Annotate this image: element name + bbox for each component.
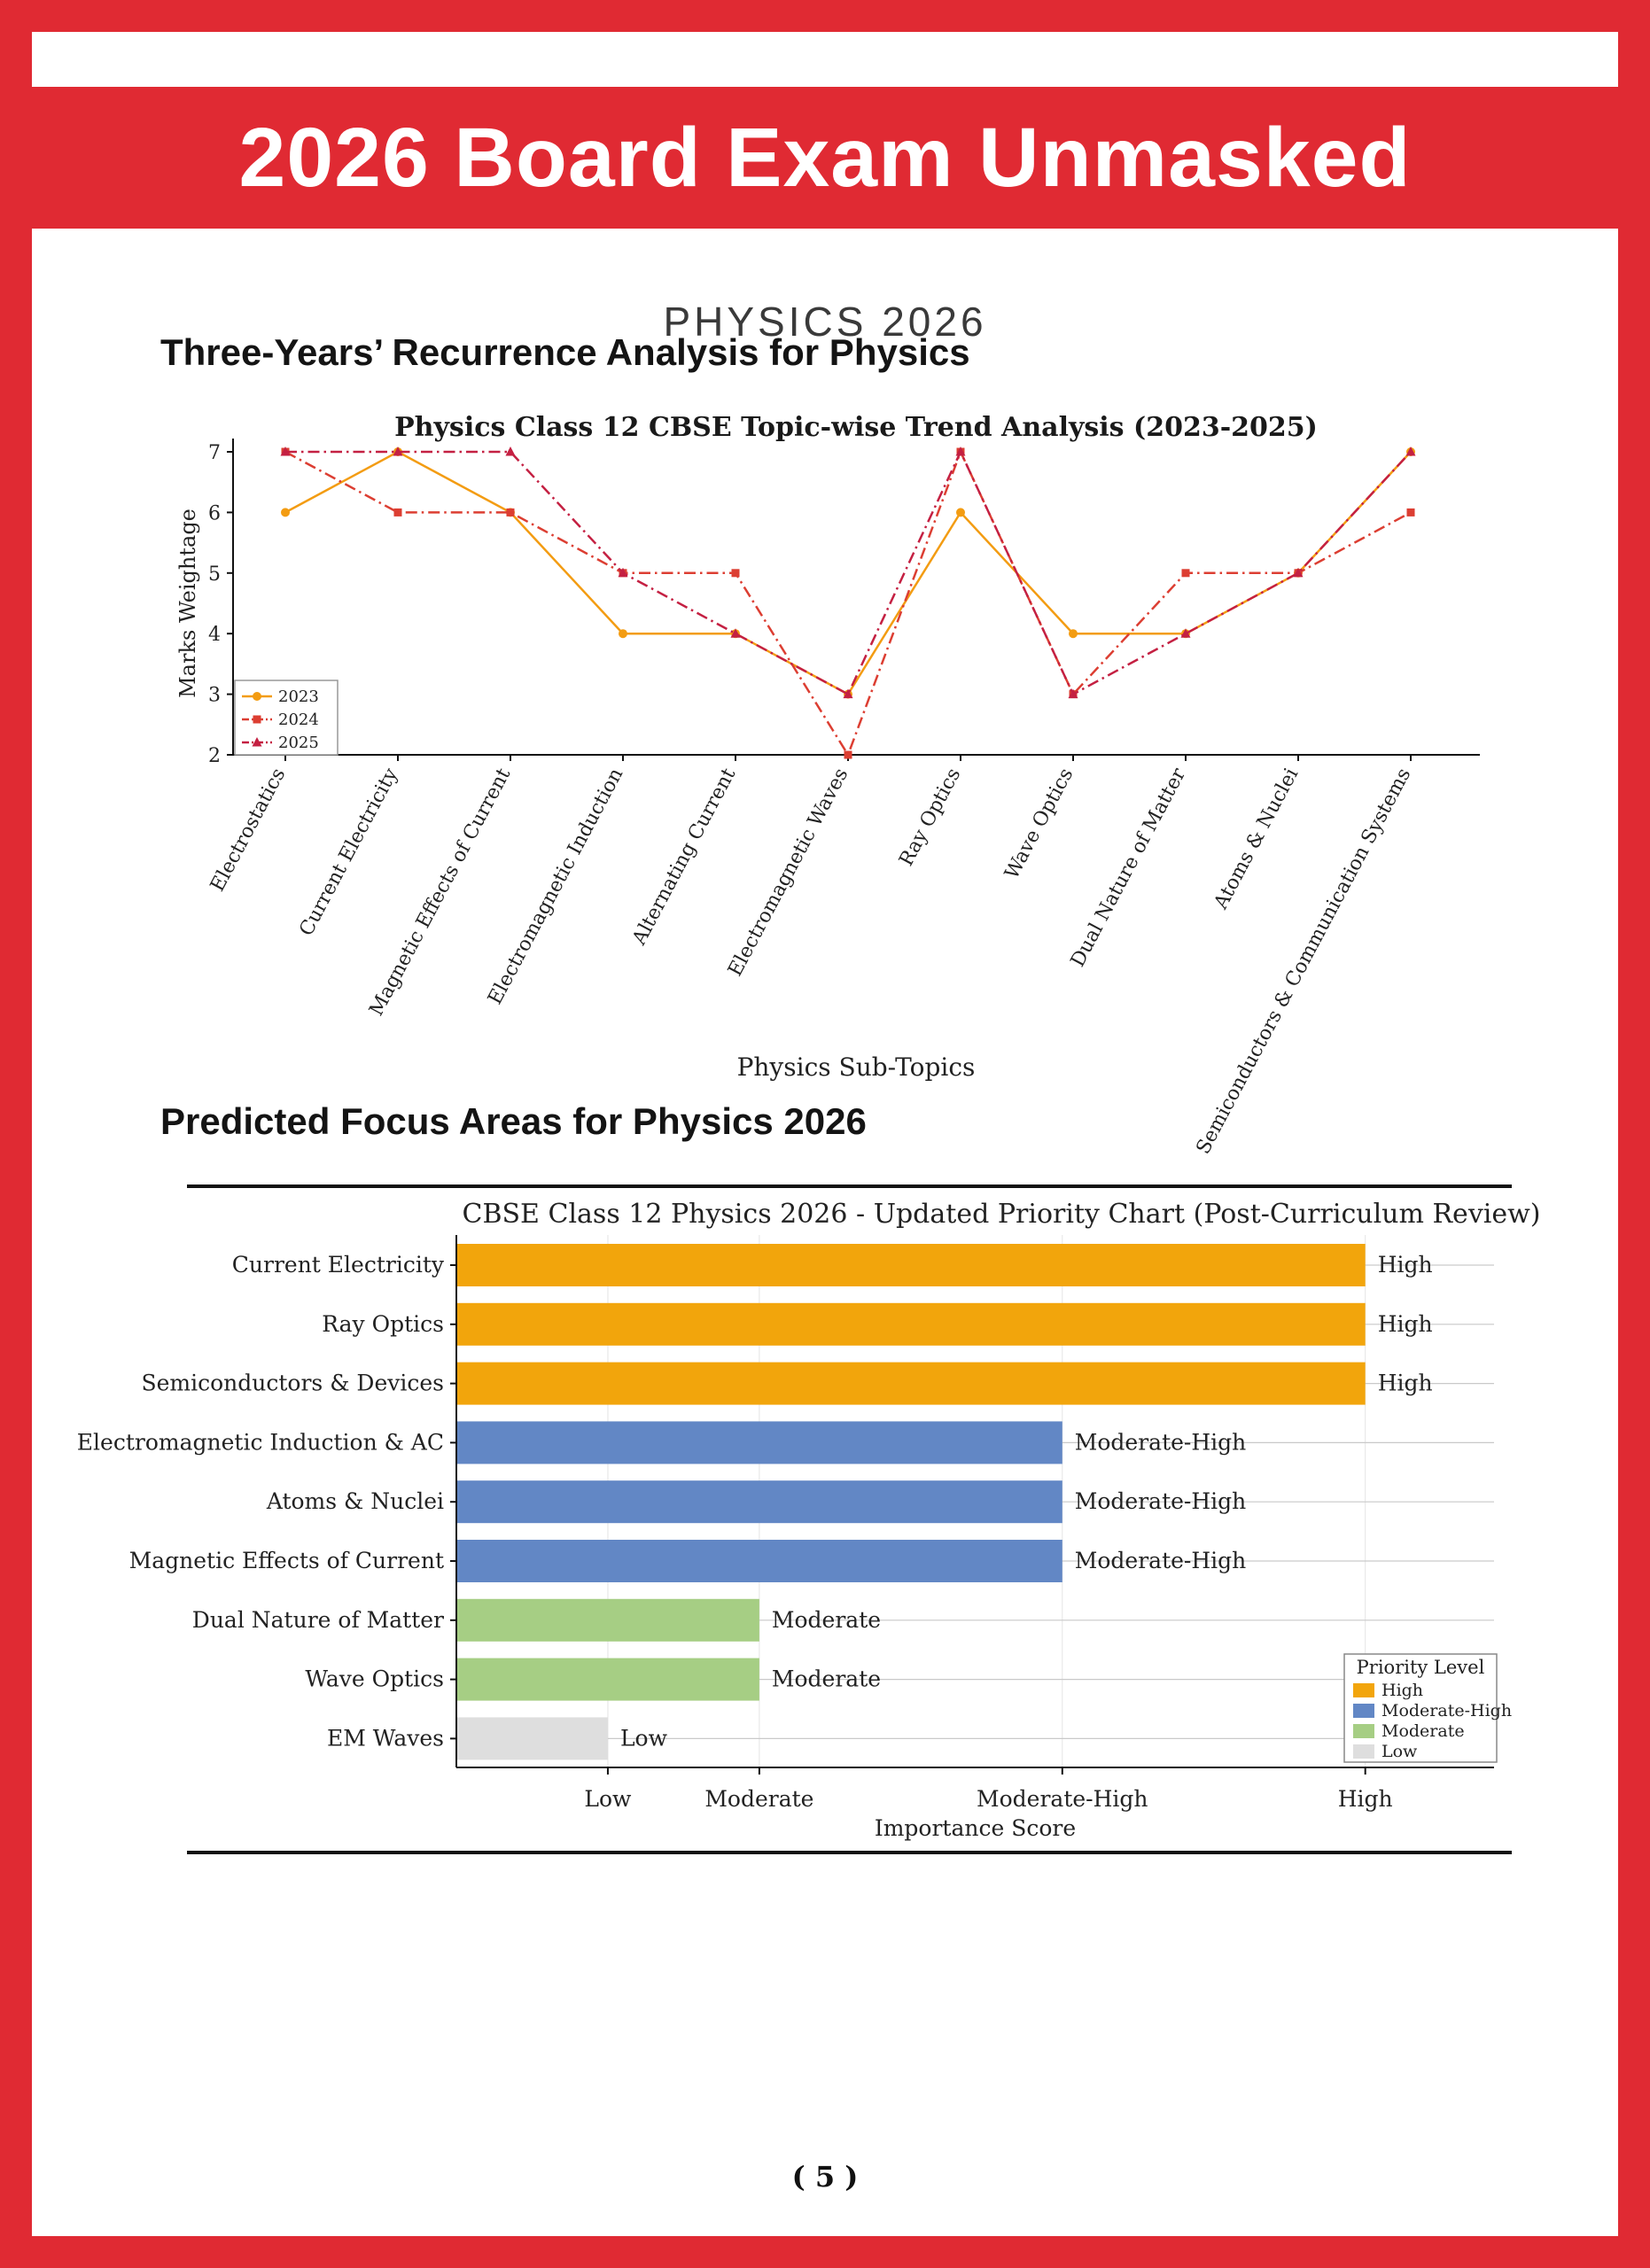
divider-top [187, 1184, 1512, 1188]
svg-text:Physics Sub-Topics: Physics Sub-Topics [737, 1052, 976, 1082]
svg-text:3: 3 [208, 685, 221, 707]
svg-text:5: 5 [208, 563, 221, 586]
svg-text:Priority Level: Priority Level [1357, 1657, 1485, 1678]
svg-text:Low: Low [1381, 1742, 1418, 1761]
svg-text:High: High [1378, 1252, 1433, 1278]
svg-text:Moderate: Moderate [1381, 1721, 1465, 1741]
page-title: 2026 Board Exam Unmasked [238, 110, 1412, 205]
svg-text:Electromagnetic Induction & AC: Electromagnetic Induction & AC [77, 1429, 444, 1455]
svg-text:Marks Weightage: Marks Weightage [175, 509, 200, 698]
svg-text:Electromagnetic Induction: Electromagnetic Induction [484, 765, 627, 1008]
svg-text:Moderate-High: Moderate-High [1075, 1548, 1247, 1573]
trend-line-chart: Physics Class 12 CBSE Topic-wise Trend A… [175, 412, 1480, 1158]
svg-text:Magnetic Effects of Current: Magnetic Effects of Current [129, 1548, 444, 1573]
svg-text:Ray Optics: Ray Optics [895, 765, 965, 870]
svg-text:High: High [1381, 1681, 1423, 1700]
svg-text:Importance Score: Importance Score [875, 1815, 1076, 1841]
svg-text:High: High [1338, 1786, 1393, 1812]
svg-text:4: 4 [208, 624, 221, 646]
subject-subtitle: PHYSICS 2026 [663, 299, 987, 345]
divider-bottom [187, 1851, 1512, 1854]
svg-text:Low: Low [620, 1725, 668, 1751]
svg-text:Moderate: Moderate [772, 1666, 881, 1692]
trend-section-heading: Three-Years’ Recurrence Analysis for Phy… [160, 331, 970, 373]
svg-text:Moderate-High: Moderate-High [977, 1786, 1148, 1812]
svg-text:High: High [1378, 1311, 1433, 1337]
svg-text:Atoms & Nuclei: Atoms & Nuclei [1210, 765, 1303, 913]
svg-text:Physics Class 12 CBSE Topic-wi: Physics Class 12 CBSE Topic-wise Trend A… [394, 412, 1318, 443]
svg-text:Semiconductors & Communication: Semiconductors & Communication Systems [1192, 765, 1415, 1158]
svg-text:2024: 2024 [278, 711, 319, 729]
priority-bar-chart-container: CBSE Class 12 Physics 2026 - Updated Pri… [77, 1199, 1541, 1860]
svg-text:Current Electricity: Current Electricity [295, 765, 402, 940]
svg-text:2: 2 [208, 745, 221, 767]
trend-line-chart-container: Physics Class 12 CBSE Topic-wise Trend A… [160, 412, 1515, 1158]
focus-section-heading: Predicted Focus Areas for Physics 2026 [160, 1100, 867, 1142]
header-banner: 2026 Board Exam Unmasked [32, 87, 1618, 229]
svg-text:Wave Optics: Wave Optics [305, 1666, 444, 1692]
svg-text:Ray Optics: Ray Optics [322, 1311, 444, 1337]
priority-bar-chart: CBSE Class 12 Physics 2026 - Updated Pri… [77, 1199, 1541, 1841]
page-number: ( 5 ) [791, 2160, 859, 2194]
svg-text:2025: 2025 [278, 734, 319, 752]
svg-text:Dual Nature of Matter: Dual Nature of Matter [1067, 765, 1191, 971]
svg-text:Moderate-High: Moderate-High [1075, 1488, 1247, 1514]
svg-text:CBSE Class 12 Physics 2026 - U: CBSE Class 12 Physics 2026 - Updated Pri… [463, 1199, 1541, 1230]
svg-text:Wave Optics: Wave Optics [1000, 765, 1078, 882]
svg-text:Moderate-High: Moderate-High [1381, 1701, 1512, 1720]
svg-text:Current Electricity: Current Electricity [232, 1252, 445, 1278]
svg-text:Dual Nature of Matter: Dual Nature of Matter [192, 1607, 444, 1633]
svg-text:Semiconductors & Devices: Semiconductors & Devices [142, 1371, 445, 1396]
svg-text:6: 6 [208, 502, 221, 524]
svg-text:Atoms & Nuclei: Atoms & Nuclei [266, 1488, 444, 1514]
svg-text:Alternating Current: Alternating Current [628, 765, 741, 950]
svg-text:Moderate: Moderate [704, 1786, 813, 1812]
svg-text:High: High [1378, 1371, 1433, 1396]
svg-text:Electrostatics: Electrostatics [206, 765, 290, 896]
svg-text:EM Waves: EM Waves [327, 1725, 444, 1751]
svg-text:Electromagnetic Waves: Electromagnetic Waves [724, 765, 852, 980]
svg-text:Moderate-High: Moderate-High [1075, 1429, 1247, 1455]
svg-text:2023: 2023 [278, 687, 319, 706]
svg-text:7: 7 [208, 442, 221, 464]
svg-text:Moderate: Moderate [772, 1607, 881, 1633]
svg-text:Low: Low [584, 1786, 632, 1812]
